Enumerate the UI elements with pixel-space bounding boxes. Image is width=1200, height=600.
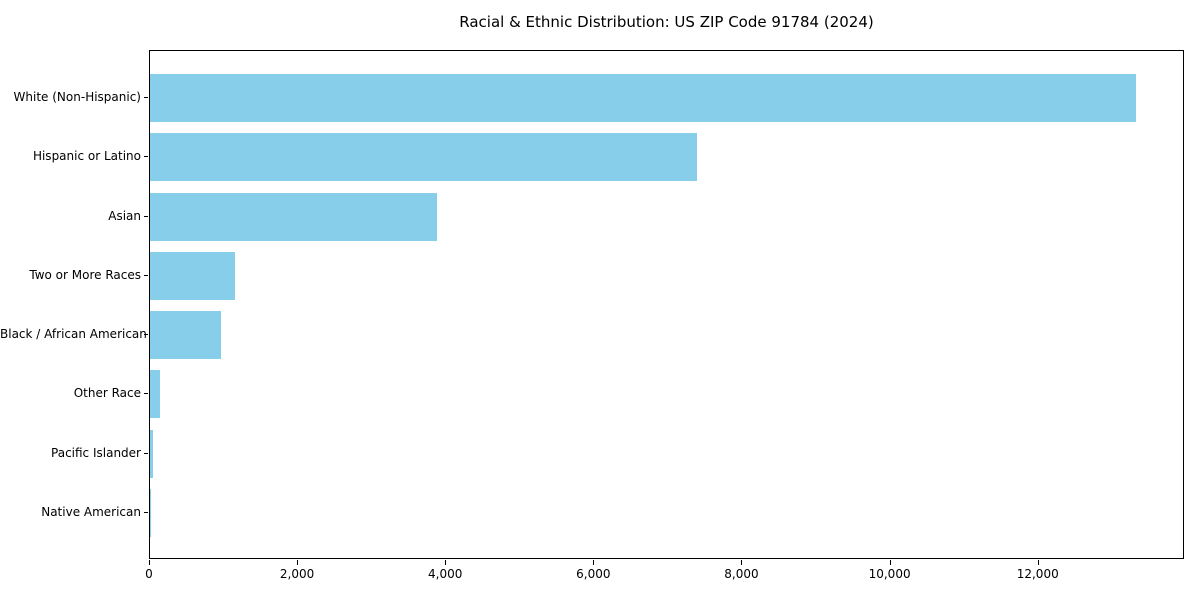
x-tick-label: 6,000 [576,567,611,581]
y-tick-mark [144,393,148,395]
chart-title: Racial & Ethnic Distribution: US ZIP Cod… [459,13,874,31]
x-tick-label: 8,000 [724,567,759,581]
x-tick-mark [593,560,595,565]
bar-white-non-hispanic [150,73,1136,122]
y-tick-mark [144,156,148,158]
x-tick-label: 12,000 [1016,567,1059,581]
bar-asian [150,192,438,241]
x-tick-label: 0 [145,567,153,581]
y-axis-label: Pacific Islander [51,445,141,460]
x-tick-label: 10,000 [868,567,911,581]
x-tick-mark [741,560,743,565]
bar-hispanic-or-latino [150,133,698,182]
y-tick-mark [144,96,148,98]
y-axis-label: Black / African American [0,327,147,342]
y-axis-label: White (Non-Hispanic) [13,89,141,104]
y-axis-label: Other Race [73,386,141,401]
x-tick-label: 2,000 [279,567,315,581]
y-axis-label: Asian [108,208,141,223]
y-axis-label: Hispanic or Latino [32,149,141,164]
x-tick-mark [149,560,150,565]
bar-other-race [150,370,160,419]
y-axis-label: Two or More Races [29,267,141,282]
bar-two-or-more-races [150,251,235,300]
bar-pacific-islander [150,429,153,478]
y-tick-mark [144,334,148,336]
y-tick-mark [144,512,148,514]
bar-black-african-american [150,311,222,360]
y-tick-mark [144,452,148,454]
x-tick-mark [445,560,447,565]
x-tick-mark [889,560,891,565]
y-tick-mark [144,274,148,276]
x-tick-mark [1037,560,1039,565]
plot-area [149,50,1184,559]
x-tick-mark [297,560,299,565]
y-tick-mark [144,215,148,217]
y-axis-label: Native American [41,505,141,520]
x-tick-label: 4,000 [428,567,463,581]
bar-native-american [150,489,151,538]
